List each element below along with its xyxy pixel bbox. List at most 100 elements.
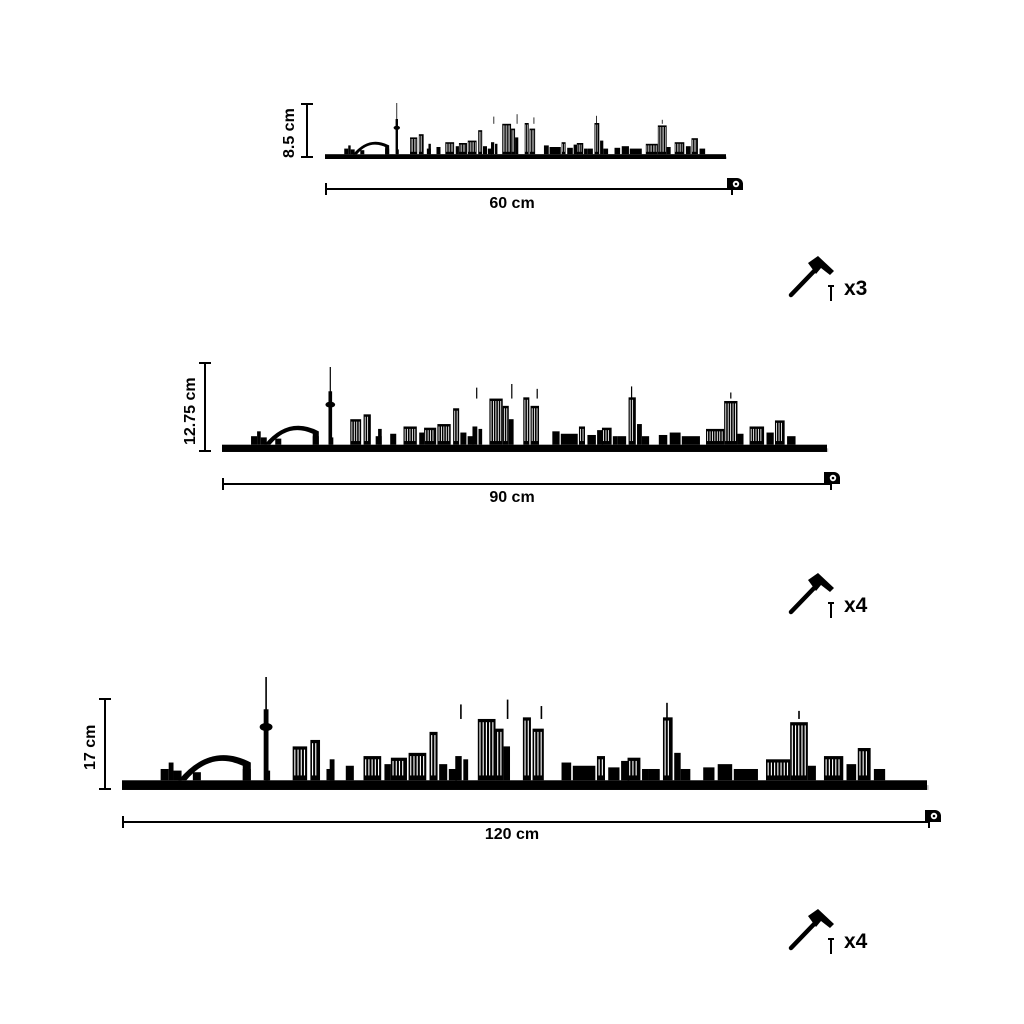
building [455,756,462,781]
building [360,150,365,155]
building-window [500,731,502,776]
building [594,123,600,155]
base-bar [222,444,827,452]
building [455,146,459,155]
building-window [794,725,797,776]
spire [666,702,668,719]
base-bar [325,154,726,159]
building-window [294,749,296,776]
building-window [414,139,415,152]
building-window [680,143,681,152]
building-window [468,142,470,152]
nail-icon [828,602,834,618]
building-window [474,142,476,152]
building [578,426,585,445]
base-shadow [327,156,727,159]
building-window [530,130,531,152]
spire [661,119,663,124]
width-label: 90 cm [489,489,535,506]
building [662,717,673,781]
building [576,143,584,155]
building [495,143,498,155]
building-window [443,426,445,442]
building-window [774,762,776,776]
building-window [392,760,394,776]
building [560,433,578,445]
building-window [492,722,494,776]
building [552,431,560,445]
tv-tower-shaft [328,391,333,445]
building [168,762,174,781]
building [717,764,733,781]
height-dimension-line [99,698,111,790]
building-window [537,731,539,776]
building-window [791,725,793,776]
building [587,148,593,155]
building-window [536,408,538,442]
building [502,405,509,445]
building-window [693,139,695,152]
building-window [770,762,772,776]
building [173,770,182,781]
building-window [452,143,454,152]
building-window [714,431,716,442]
building-window [497,400,499,442]
building [774,420,785,445]
hammer-icon [788,909,834,951]
building [601,427,612,445]
building-window [351,421,353,442]
building-window [603,430,604,442]
building [567,147,573,155]
building [329,759,335,781]
building-window [398,760,401,776]
building [641,436,650,445]
building [458,143,467,155]
building-window [315,743,317,776]
building-window [725,403,727,442]
building-window [404,428,406,442]
tv-tower-pod [325,401,336,408]
building-window [607,430,609,442]
building-window [434,735,436,776]
building-window [648,145,649,152]
building-window [540,731,542,776]
building-window [432,430,434,442]
tv-tower-pod [393,125,400,130]
building [384,764,391,781]
stadium-dome-window [270,430,313,445]
building [192,772,201,781]
building [467,436,474,445]
tv-tower-shaft [395,119,398,155]
building [524,123,529,155]
building [491,142,495,155]
building [363,756,382,781]
building-window [479,722,481,776]
building [477,718,496,781]
building [766,759,791,781]
building-window [527,124,528,152]
spire [476,387,478,399]
building [396,149,399,155]
building-window [651,145,652,152]
tv-tower-antenna [396,103,398,120]
building [529,128,536,155]
building-window [562,143,563,152]
building-window [524,720,526,776]
hammer-icon [788,573,834,615]
building-window [727,403,729,442]
building-window [489,722,491,776]
building-window [601,759,603,776]
tv-tower-antenna [265,677,267,711]
building-window [506,408,508,442]
building-window [753,428,755,442]
building-window [865,751,867,776]
skyline-120cm [122,677,929,794]
building-window [750,428,752,442]
building [437,424,451,445]
height-label: 8.5 cm [281,108,298,158]
building [478,130,483,155]
building [658,434,668,445]
building [657,125,667,155]
building [350,419,362,445]
spire [493,116,495,124]
